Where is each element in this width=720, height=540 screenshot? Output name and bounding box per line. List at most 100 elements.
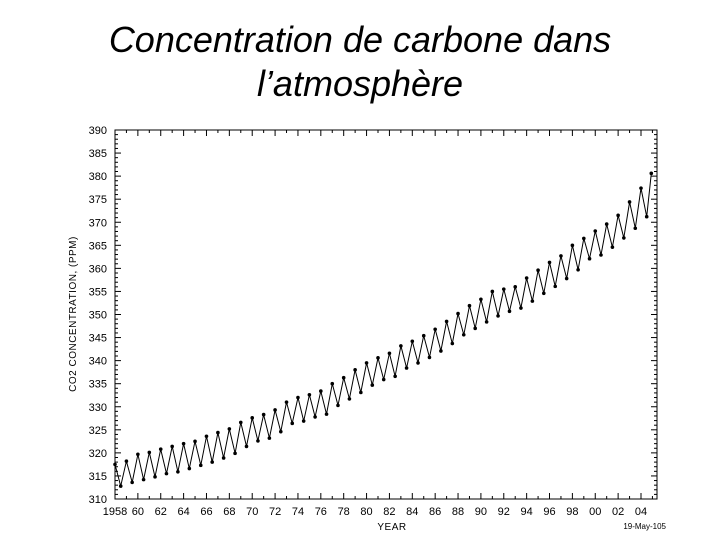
data-point — [336, 403, 340, 408]
data-point — [170, 444, 174, 449]
data-point — [198, 463, 203, 468]
x-tick-label: 94 — [521, 506, 533, 518]
data-point — [221, 456, 226, 460]
x-tick-label: 80 — [360, 506, 372, 518]
data-point — [284, 400, 289, 404]
y-tick-label: 365 — [89, 240, 107, 252]
data-point — [118, 484, 123, 488]
data-point — [553, 284, 558, 289]
data-point — [359, 390, 363, 395]
data-point — [341, 375, 346, 380]
data-point — [427, 355, 432, 360]
data-point — [473, 326, 477, 331]
data-point — [644, 214, 649, 219]
x-tick-label: 04 — [635, 506, 647, 518]
x-tick-label: 62 — [155, 506, 167, 518]
data-point — [244, 444, 249, 449]
y-tick-label: 335 — [89, 379, 107, 391]
data-point — [393, 374, 397, 379]
x-tick-label: 00 — [589, 506, 601, 518]
data-point — [484, 320, 489, 324]
data-point — [616, 213, 620, 218]
data-point — [576, 267, 580, 272]
data-point — [410, 339, 415, 344]
data-point — [593, 229, 598, 233]
data-point — [141, 477, 146, 482]
data-point — [541, 291, 546, 296]
data-point — [639, 186, 643, 190]
x-tick-label: 1958 — [103, 506, 127, 518]
data-point — [313, 415, 317, 419]
data-point — [136, 452, 140, 457]
x-axis: 1958 60 62 64 66 68 70 72 74 76 78 80 82 84 86 88 90 92 94… — [103, 130, 653, 518]
x-tick-label: 76 — [315, 506, 327, 518]
data-point — [444, 319, 449, 324]
data-point — [467, 303, 472, 308]
data-point — [450, 341, 455, 346]
x-tick-label: 72 — [269, 506, 281, 518]
data-point — [296, 395, 300, 400]
slide-title-line-2: l’atmosphère — [256, 63, 464, 104]
y-tick-label: 325 — [89, 425, 107, 437]
data-point — [439, 349, 443, 353]
data-point — [604, 222, 609, 226]
data-point — [130, 480, 134, 485]
data-point — [564, 276, 569, 281]
data-point — [187, 466, 192, 471]
data-point — [267, 436, 272, 440]
x-tick-label: 60 — [132, 506, 144, 518]
data-point — [210, 460, 214, 464]
data-point — [501, 287, 506, 291]
data-point — [153, 475, 157, 479]
data-point — [610, 245, 615, 249]
data-point — [404, 366, 409, 370]
data-point — [399, 344, 403, 348]
data-point — [370, 383, 375, 387]
data-point — [324, 412, 329, 416]
data-point — [164, 471, 169, 476]
slide-title: Concentration de carbone dans l’atmosphè… — [0, 18, 720, 106]
data-point — [433, 327, 437, 332]
data-point — [627, 200, 632, 204]
x-tick-label: 78 — [338, 506, 350, 518]
y-tick-label: 380 — [89, 171, 107, 183]
data-point — [519, 306, 523, 310]
data-point — [233, 451, 237, 456]
data-point — [301, 419, 306, 423]
y-axis-title: CO2 CONCENTRATION, (PPM) — [68, 236, 79, 392]
data-point — [456, 311, 460, 316]
x-tick-label: 92 — [498, 506, 510, 518]
y-axis: 310 315 320 325 330 335 340 345 350 355 360 365 370 3… — [89, 125, 657, 506]
x-tick-label: 84 — [406, 506, 418, 518]
data-point — [461, 332, 466, 337]
data-point — [147, 450, 152, 455]
data-point — [587, 256, 592, 261]
data-point — [490, 289, 495, 294]
data-point — [536, 268, 540, 273]
data-point — [559, 254, 563, 258]
co2-series-line — [114, 173, 652, 487]
x-tick-label: 88 — [452, 506, 464, 518]
data-point — [599, 253, 603, 257]
data-point — [547, 260, 552, 265]
data-point — [216, 430, 220, 435]
data-point — [347, 397, 352, 401]
data-point — [479, 297, 483, 302]
data-point — [279, 429, 283, 434]
x-tick-label: 98 — [566, 506, 578, 518]
data-point — [204, 434, 209, 439]
data-point — [227, 427, 232, 431]
data-point — [176, 469, 180, 474]
y-tick-label: 385 — [89, 148, 107, 160]
x-tick-label: 66 — [200, 506, 212, 518]
data-point — [524, 276, 529, 280]
x-tick-label: 64 — [177, 506, 189, 518]
data-point — [381, 377, 386, 382]
y-tick-label: 360 — [89, 263, 107, 275]
data-point — [256, 439, 260, 443]
data-point — [376, 356, 380, 360]
y-tick-label: 370 — [89, 217, 107, 229]
data-point — [330, 381, 335, 386]
data-point — [124, 459, 129, 463]
data-point — [181, 441, 186, 446]
